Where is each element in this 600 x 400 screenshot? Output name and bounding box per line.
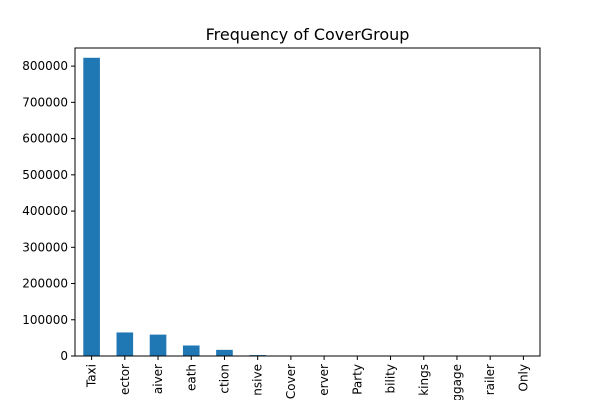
x-tick-label: ggage <box>450 364 464 400</box>
y-tick-label: 400000 <box>22 204 68 218</box>
x-tick-label: Taxi <box>85 364 99 388</box>
x-tick-label: kings <box>417 364 431 396</box>
bar-3 <box>149 334 167 356</box>
y-tick-label: 200000 <box>22 277 68 291</box>
x-tick-label: nsive <box>251 364 265 396</box>
bar-1 <box>83 57 100 356</box>
plot-frame <box>74 47 541 357</box>
y-tick-label: 600000 <box>22 132 68 146</box>
x-tick-label: railer <box>483 364 497 395</box>
bar-2 <box>116 332 134 356</box>
x-tick-label: Only <box>516 364 530 392</box>
y-tick-label: 100000 <box>22 313 68 327</box>
y-tick-label: 800000 <box>22 59 68 73</box>
x-tick-label: aiver <box>151 364 165 394</box>
x-tick-label: eath <box>184 364 198 391</box>
x-tick-label: Party <box>350 364 364 395</box>
x-tick-label: Cover <box>284 364 298 399</box>
y-tick-label: 700000 <box>22 95 68 109</box>
bar-4 <box>182 345 200 356</box>
plot-area: 0 100000 200000 300000 400000 500000 600000 700… <box>22 57 532 400</box>
x-tick-label: erver <box>317 364 331 396</box>
x-tick-label: ction <box>217 364 231 394</box>
x-tick-label: ector <box>118 364 132 395</box>
bar-5 <box>216 349 233 356</box>
y-tick-label: 500000 <box>22 168 68 182</box>
y-tick-label: 0 <box>60 349 68 363</box>
x-tick-label: bility <box>384 364 398 393</box>
y-tick-label: 300000 <box>22 240 68 254</box>
chart-title: Frequency of CoverGroup <box>206 25 410 44</box>
